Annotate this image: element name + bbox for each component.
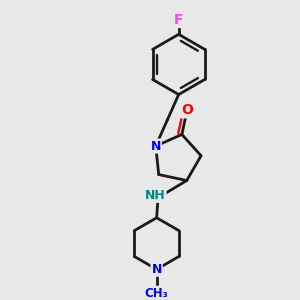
Text: N: N bbox=[151, 140, 161, 153]
Text: F: F bbox=[174, 13, 183, 27]
Text: N: N bbox=[152, 263, 162, 276]
Text: O: O bbox=[181, 103, 193, 117]
Text: NH: NH bbox=[145, 189, 166, 202]
Text: CH₃: CH₃ bbox=[145, 286, 169, 300]
